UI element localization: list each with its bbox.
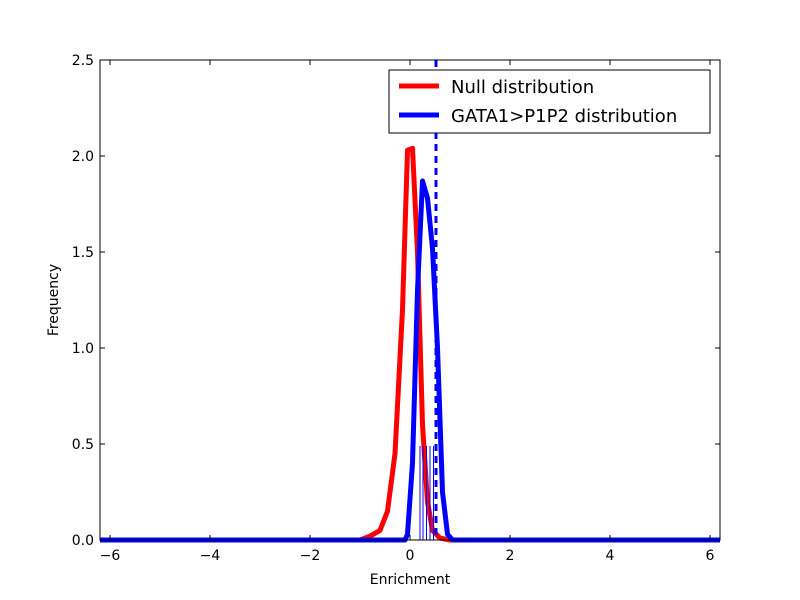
y-tick-label: 0.5 [72,437,94,453]
y-tick-label: 1.0 [72,341,94,357]
legend-box [388,69,711,134]
legend: Null distribution GATA1>P1P2 distributio… [388,69,711,134]
legend-label-gata1: GATA1>P1P2 distribution [451,106,677,127]
x-tick-label: −6 [100,548,121,564]
x-tick-label: 0 [406,548,415,564]
y-tick-label: 1.5 [72,245,94,261]
axis-ticks: −6 −4 −2 0 2 4 6 0.0 0.5 1.0 1.5 2.0 2.5 [72,53,720,564]
y-tick-label: 2.5 [72,53,94,69]
x-tick-label: 6 [706,548,715,564]
x-tick-label: −4 [200,548,221,564]
y-tick-label: 2.0 [72,149,94,165]
y-axis-label: Frequency [46,264,62,336]
x-tick-label: 4 [606,548,615,564]
y-tick-label: 0.0 [72,533,94,549]
x-axis-label: Enrichment [370,572,451,588]
x-tick-label: 2 [506,548,515,564]
legend-label-null: Null distribution [451,77,594,98]
series-line-null [100,145,720,543]
x-tick-label: −2 [300,548,321,564]
